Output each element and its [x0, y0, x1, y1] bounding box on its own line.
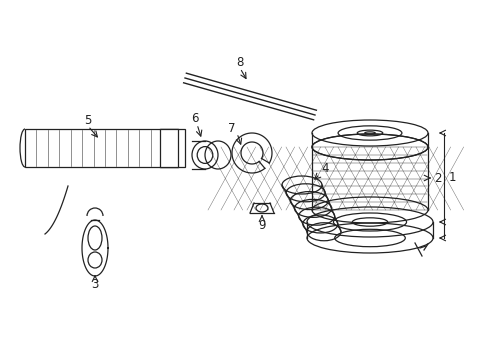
Text: 9: 9 — [258, 219, 265, 231]
Text: 8: 8 — [236, 55, 243, 68]
Text: 4: 4 — [321, 162, 328, 175]
Bar — [160, 129, 178, 167]
Text: 1: 1 — [447, 171, 455, 184]
Text: 6: 6 — [191, 112, 198, 125]
Bar — [25, 129, 184, 167]
Text: 3: 3 — [91, 279, 99, 292]
Text: 5: 5 — [84, 113, 92, 126]
Text: 7: 7 — [228, 122, 235, 135]
Text: 2: 2 — [433, 171, 441, 185]
